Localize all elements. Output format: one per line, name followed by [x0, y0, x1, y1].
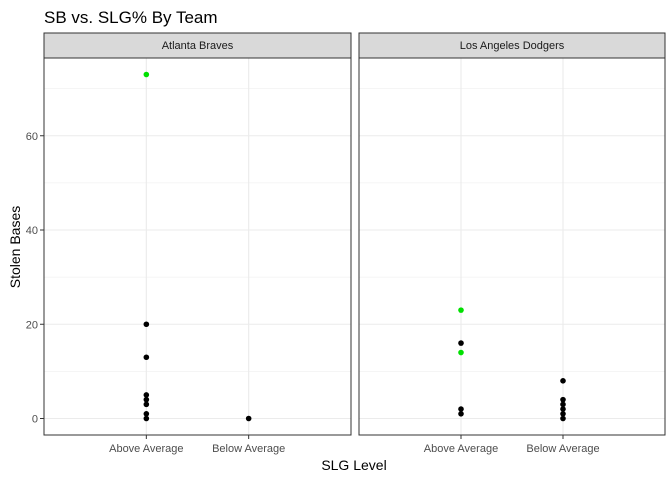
data-point	[143, 396, 150, 403]
data-point	[458, 406, 464, 412]
x-tick-label: Below Average	[526, 443, 599, 455]
y-tick-label: 40	[26, 225, 38, 237]
x-tick-label: Below Average	[212, 443, 285, 455]
x-axis-title: SLG Level	[321, 457, 386, 473]
data-point	[143, 392, 150, 398]
y-axis-title: Stolen Bases	[7, 206, 23, 289]
data-point	[458, 340, 464, 346]
x-tick-label: Above Average	[424, 443, 498, 455]
data-point	[458, 307, 464, 313]
data-point	[143, 401, 150, 408]
data-point	[143, 415, 150, 422]
data-point	[560, 415, 566, 422]
data-point	[245, 415, 252, 422]
data-point	[143, 354, 150, 361]
data-point	[143, 321, 150, 328]
data-point	[560, 406, 566, 412]
data-point	[143, 410, 150, 417]
data-point	[560, 378, 566, 384]
data-point	[458, 349, 464, 356]
data-point	[458, 410, 464, 417]
data-point	[560, 410, 566, 417]
panel-border	[43, 57, 352, 436]
data-point	[560, 401, 566, 408]
y-tick-label: 20	[26, 319, 38, 331]
data-point	[143, 71, 150, 78]
facet-strip-label: Los Angeles Dodgers	[460, 40, 565, 52]
facet-strip-label: Atlanta Braves	[162, 40, 234, 52]
facet-strip	[358, 32, 666, 59]
y-tick-label: 0	[32, 414, 38, 426]
facet-panel: Atlanta Braves Above Average Below Average	[43, 32, 352, 455]
panel-border	[358, 57, 666, 436]
y-tick-label: 60	[26, 131, 38, 143]
y-axis: 0 20 40 60	[26, 131, 44, 426]
data-point	[560, 396, 566, 403]
chart-title: SB vs. SLG% By Team	[44, 8, 218, 27]
facet-strip	[43, 32, 352, 59]
x-tick-label: Above Average	[109, 443, 183, 455]
facet-panels: Atlanta Braves Above Average Below Average…	[43, 32, 666, 455]
facet-panel: Los Angeles Dodgers Above Average Below Av…	[358, 32, 666, 455]
